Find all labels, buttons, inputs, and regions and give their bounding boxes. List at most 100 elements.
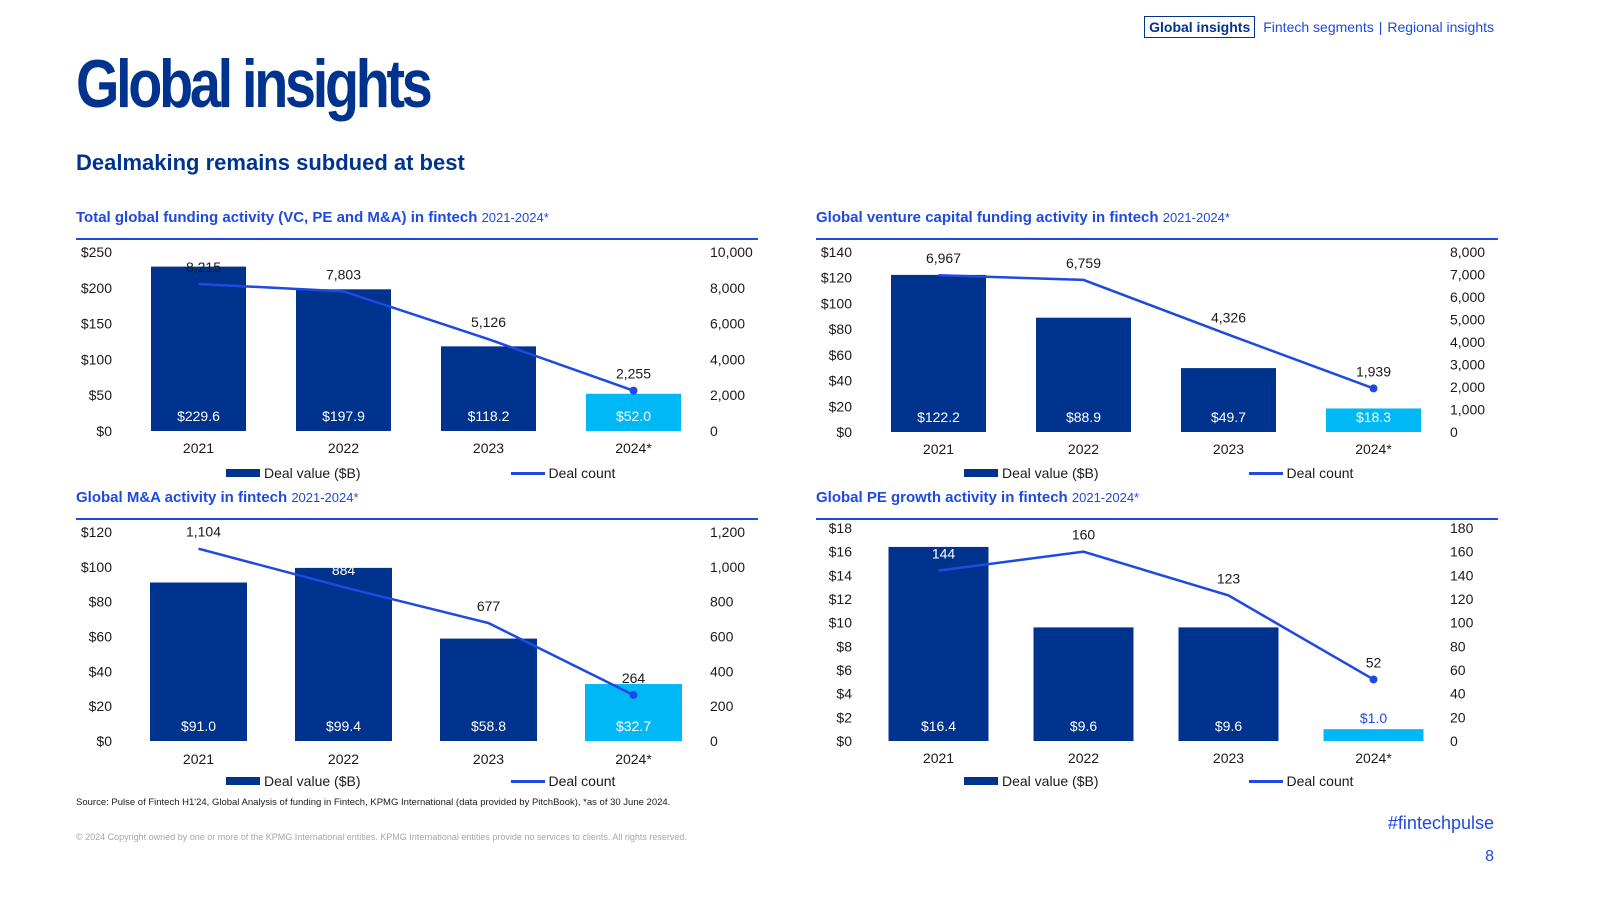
x-axis-category-label: 2024* bbox=[615, 440, 652, 456]
legend-label: Deal count bbox=[1286, 465, 1354, 481]
line-value-label: 2,255 bbox=[616, 366, 651, 382]
legend-label: Deal value ($B) bbox=[1002, 773, 1099, 789]
bar-value-label: $16.4 bbox=[921, 718, 956, 734]
chart-title-text: Total global funding activity (VC, PE an… bbox=[76, 209, 478, 226]
line-value-label: 6,759 bbox=[1066, 255, 1101, 271]
bar-deal-value bbox=[891, 274, 986, 432]
nav-separator: | bbox=[1378, 19, 1383, 35]
legend-item-deal-value: Deal value ($B) bbox=[964, 465, 1099, 481]
y-axis-left-tick-label: $4 bbox=[836, 686, 852, 702]
y-axis-right-tick-label: 400 bbox=[710, 663, 734, 679]
y-axis-right-tick-label: 6,000 bbox=[710, 316, 745, 332]
y-axis-right-tick-label: 0 bbox=[1450, 424, 1458, 440]
bar-value-label: $9.6 bbox=[1070, 718, 1097, 734]
bar-value-label: $88.9 bbox=[1066, 409, 1101, 425]
legend-label: Deal value ($B) bbox=[264, 773, 361, 789]
line-value-label: 1,104 bbox=[186, 524, 221, 540]
y-axis-left-tick-label: $60 bbox=[89, 629, 113, 645]
x-axis-category-label: 2021 bbox=[183, 751, 214, 767]
chart-title-vc-funding: Global venture capital funding activity … bbox=[816, 209, 1230, 226]
line-value-label: 6,967 bbox=[926, 250, 961, 266]
y-axis-left-tick-label: $0 bbox=[836, 733, 852, 749]
legend-item-deal-value: Deal value ($B) bbox=[226, 773, 361, 789]
y-axis-right-tick-label: 80 bbox=[1450, 638, 1466, 654]
bar-value-label: $52.0 bbox=[616, 408, 651, 424]
y-axis-right-tick-label: 0 bbox=[1450, 733, 1458, 749]
line-value-label: 144 bbox=[932, 546, 956, 562]
y-axis-left-tick-label: $100 bbox=[81, 351, 112, 367]
y-axis-right-tick-label: 140 bbox=[1450, 567, 1474, 583]
y-axis-right-tick-label: 60 bbox=[1450, 662, 1466, 678]
line-deal-count bbox=[938, 550, 1375, 681]
x-axis-category-label: 2023 bbox=[1213, 750, 1244, 766]
y-axis-left-tick-label: $60 bbox=[829, 347, 853, 363]
y-axis-right-tick-label: 5,000 bbox=[1450, 312, 1485, 328]
y-axis-right-tick-label: 0 bbox=[710, 423, 718, 439]
nav-global-insights[interactable]: Global insights bbox=[1144, 16, 1256, 38]
y-axis-left-tick-label: $16 bbox=[829, 544, 853, 560]
x-axis-category-label: 2022 bbox=[328, 751, 359, 767]
legend-label: Deal value ($B) bbox=[1002, 465, 1099, 481]
line-value-label: 264 bbox=[622, 670, 646, 686]
bar-value-label: $9.6 bbox=[1215, 718, 1242, 734]
chart-legend: Deal value ($B) Deal count bbox=[226, 773, 615, 789]
bar-deal-value bbox=[296, 289, 391, 431]
chart-title-text: Global venture capital funding activity … bbox=[816, 209, 1159, 226]
copyright-note: © 2024 Copyright owned by one or more of… bbox=[76, 832, 687, 842]
x-axis-category-label: 2021 bbox=[183, 440, 214, 456]
y-axis-left-tick-label: $50 bbox=[89, 387, 113, 403]
y-axis-right-tick-label: 6,000 bbox=[1450, 289, 1485, 305]
y-axis-left-tick-label: $6 bbox=[836, 662, 852, 678]
x-axis-category-label: 2022 bbox=[328, 440, 359, 456]
hashtag[interactable]: #fintechpulse bbox=[1387, 813, 1494, 833]
y-axis-right-tick-label: 1,200 bbox=[710, 524, 745, 540]
bar-value-label: $49.7 bbox=[1211, 409, 1246, 425]
y-axis-left-tick-label: $20 bbox=[89, 698, 113, 714]
y-axis-right-tick-label: 800 bbox=[710, 594, 734, 610]
legend-item-deal-value: Deal value ($B) bbox=[964, 773, 1099, 789]
legend-swatch-bar bbox=[226, 777, 260, 785]
y-axis-right-tick-label: 200 bbox=[710, 698, 734, 714]
chart-divider bbox=[76, 238, 758, 240]
line-endpoint-marker bbox=[1369, 675, 1378, 684]
bar-value-label: $122.2 bbox=[917, 409, 960, 425]
chart-title-years: 2021-2024* bbox=[1162, 210, 1230, 225]
x-axis-category-label: 2024* bbox=[1355, 750, 1392, 766]
legend-item-deal-count: Deal count bbox=[1248, 465, 1354, 481]
line-deal-count bbox=[198, 547, 635, 697]
chart-total-funding: $0 $50 $100 $150 $200 $250 0 2,000 4,000 6,000 8,0… bbox=[81, 244, 753, 456]
y-axis-right-tick-label: 1,000 bbox=[710, 559, 745, 575]
chart-legend: Deal value ($B) Deal count bbox=[226, 465, 615, 481]
legend-label: Deal count bbox=[1286, 773, 1354, 789]
y-axis-left-tick-label: $14 bbox=[829, 567, 853, 583]
bar-deal-value bbox=[1033, 627, 1134, 741]
chart-divider bbox=[816, 518, 1498, 520]
legend-item-deal-count: Deal count bbox=[510, 773, 615, 789]
legend-swatch-bar bbox=[226, 469, 260, 477]
legend-label: Deal value ($B) bbox=[264, 465, 361, 481]
line-value-label: 1,939 bbox=[1356, 363, 1391, 379]
line-value-label: 7,803 bbox=[326, 266, 361, 282]
chart-title-pe-growth: Global PE growth activity in fintech 202… bbox=[816, 489, 1139, 506]
bar-value-label: $91.0 bbox=[181, 718, 216, 734]
y-axis-left-tick-label: $18 bbox=[829, 520, 853, 536]
y-axis-right-tick-label: 8,000 bbox=[1450, 244, 1485, 260]
y-axis-right-tick-label: 2,000 bbox=[1450, 379, 1485, 395]
bar-value-label: $197.9 bbox=[322, 408, 365, 424]
x-axis-category-label: 2024* bbox=[615, 751, 652, 767]
y-axis-left-tick-label: $2 bbox=[836, 709, 852, 725]
bar-value-label: $99.4 bbox=[326, 718, 361, 734]
bar-deal-value bbox=[295, 567, 392, 741]
x-axis-category-label: 2023 bbox=[1213, 441, 1244, 457]
bar-value-label: $32.7 bbox=[616, 718, 651, 734]
bar-deal-value bbox=[586, 393, 681, 431]
bar-deal-value bbox=[1326, 408, 1421, 432]
y-axis-left-tick-label: $250 bbox=[81, 244, 112, 260]
line-value-label: 884 bbox=[332, 562, 356, 578]
y-axis-left-tick-label: $0 bbox=[836, 424, 852, 440]
bar-value-label: $58.8 bbox=[471, 718, 506, 734]
y-axis-left-tick-label: $10 bbox=[829, 615, 853, 631]
nav-regional-insights[interactable]: Regional insights bbox=[1387, 19, 1494, 35]
x-axis-category-label: 2022 bbox=[1068, 441, 1099, 457]
nav-fintech-segments[interactable]: Fintech segments bbox=[1263, 19, 1374, 35]
